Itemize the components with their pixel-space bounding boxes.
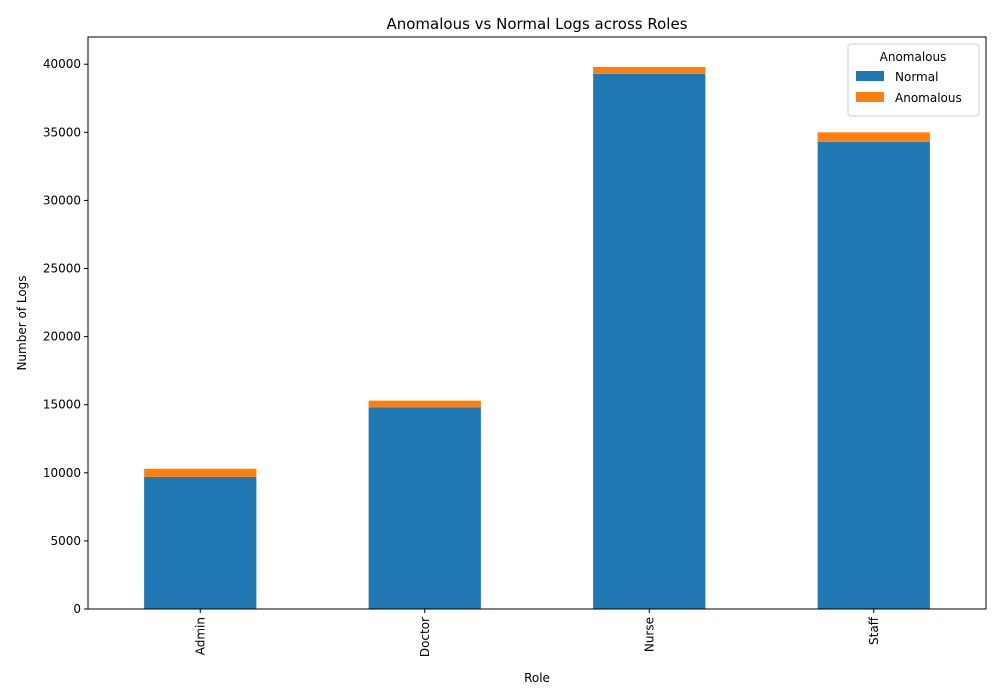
- x-axis-label: Role: [524, 671, 550, 685]
- y-axis-label: Number of Logs: [15, 275, 29, 370]
- plot-area: Admin Doctor Nurse Staff 0 5000 10000 15000 2000…: [43, 57, 930, 657]
- legend: Anomalous Normal Anomalous: [847, 43, 980, 117]
- legend-title: Anomalous: [880, 50, 947, 64]
- y-tick-label: 15000: [43, 398, 81, 412]
- chart-title: Anomalous vs Normal Logs across Roles: [386, 15, 687, 33]
- y-tick-label: 10000: [43, 466, 81, 480]
- legend-swatch-anomalous: [856, 92, 884, 102]
- y-tick-label: 5000: [50, 534, 81, 548]
- x-tick-label: Nurse: [642, 617, 656, 652]
- legend-label-normal: Normal: [895, 70, 938, 84]
- y-tick-label: 30000: [43, 193, 81, 207]
- y-tick-label: 20000: [43, 330, 81, 344]
- legend-label-anomalous: Anomalous: [895, 91, 962, 105]
- bar-normal-staff: [817, 141, 930, 609]
- bar-anomalous-admin: [144, 468, 257, 477]
- y-tick-label: 0: [73, 602, 81, 616]
- bar-anomalous-doctor: [368, 400, 481, 408]
- bar-normal-nurse: [593, 73, 706, 610]
- bar-normal-admin: [144, 476, 257, 609]
- x-tick-label: Staff: [867, 616, 881, 645]
- y-tick-label: 25000: [43, 262, 81, 276]
- bar-anomalous-staff: [817, 132, 930, 142]
- bar-normal-doctor: [368, 407, 481, 609]
- y-tick-label: 40000: [43, 57, 81, 71]
- plot-frame: [87, 36, 987, 610]
- y-tick-label: 35000: [43, 125, 81, 139]
- bar-anomalous-nurse: [593, 66, 706, 74]
- legend-swatch-normal: [856, 71, 884, 81]
- x-tick-label: Doctor: [418, 617, 432, 657]
- x-tick-label: Admin: [193, 617, 207, 655]
